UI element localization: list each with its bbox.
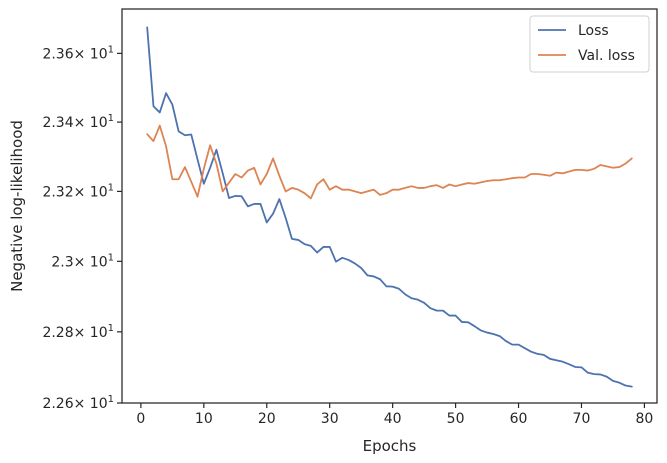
x-tick-label: 0 xyxy=(136,411,145,427)
y-tick-exponent: 1 xyxy=(108,182,114,193)
y-tick-label: 2.26× 101 xyxy=(42,394,114,412)
y-tick-mantissa: 2.34 xyxy=(42,115,73,131)
plot-frame xyxy=(121,8,658,404)
x-tick-label: 60 xyxy=(510,411,528,427)
y-tick-base: × 10 xyxy=(74,325,108,341)
x-tick-label: 80 xyxy=(635,411,653,427)
x-tick-label: 10 xyxy=(195,411,213,427)
legend-label-val-loss: Val. loss xyxy=(578,48,635,64)
y-tick-mantissa: 2.36 xyxy=(42,46,73,62)
x-tick-label: 40 xyxy=(384,411,402,427)
y-tick-base: × 10 xyxy=(74,115,108,131)
y-tick-exponent: 1 xyxy=(108,394,114,405)
x-axis-label: Epochs xyxy=(363,437,417,455)
y-tick-mantissa: 2.3 xyxy=(51,254,73,270)
y-tick-mantissa: 2.28 xyxy=(42,325,73,341)
y-tick-label: 2.34× 101 xyxy=(42,113,114,131)
y-tick-label: 2.28× 101 xyxy=(42,323,114,341)
y-tick-label: 2.36× 101 xyxy=(42,44,114,62)
y-tick-exponent: 1 xyxy=(108,252,114,263)
x-axis: 0 10 20 30 40 50 60 70 80 xyxy=(136,403,653,427)
y-tick-mantissa: 2.26 xyxy=(42,396,73,412)
x-tick-label: 20 xyxy=(258,411,276,427)
series-line-loss xyxy=(146,26,633,388)
y-axis-label: Negative log-likelihood xyxy=(8,120,26,292)
y-tick-base: × 10 xyxy=(74,396,108,412)
y-tick-exponent: 1 xyxy=(108,44,114,55)
series-layer xyxy=(146,26,633,388)
y-tick-base: × 10 xyxy=(74,254,108,270)
legend-label-loss: Loss xyxy=(578,23,609,39)
x-tick-label: 70 xyxy=(573,411,591,427)
y-tick-mantissa: 2.32 xyxy=(42,184,73,200)
x-tick-label: 50 xyxy=(447,411,465,427)
y-tick-exponent: 1 xyxy=(108,113,114,124)
legend: Loss Val. loss xyxy=(529,15,650,73)
y-tick-label: 2.32× 101 xyxy=(42,182,114,200)
y-tick-base: × 10 xyxy=(74,184,108,200)
x-tick-label: 30 xyxy=(321,411,339,427)
series-line-val-loss xyxy=(146,124,633,200)
y-tick-label: 2.3× 101 xyxy=(51,252,114,270)
y-tick-exponent: 1 xyxy=(108,323,114,334)
y-tick-base: × 10 xyxy=(74,46,108,62)
